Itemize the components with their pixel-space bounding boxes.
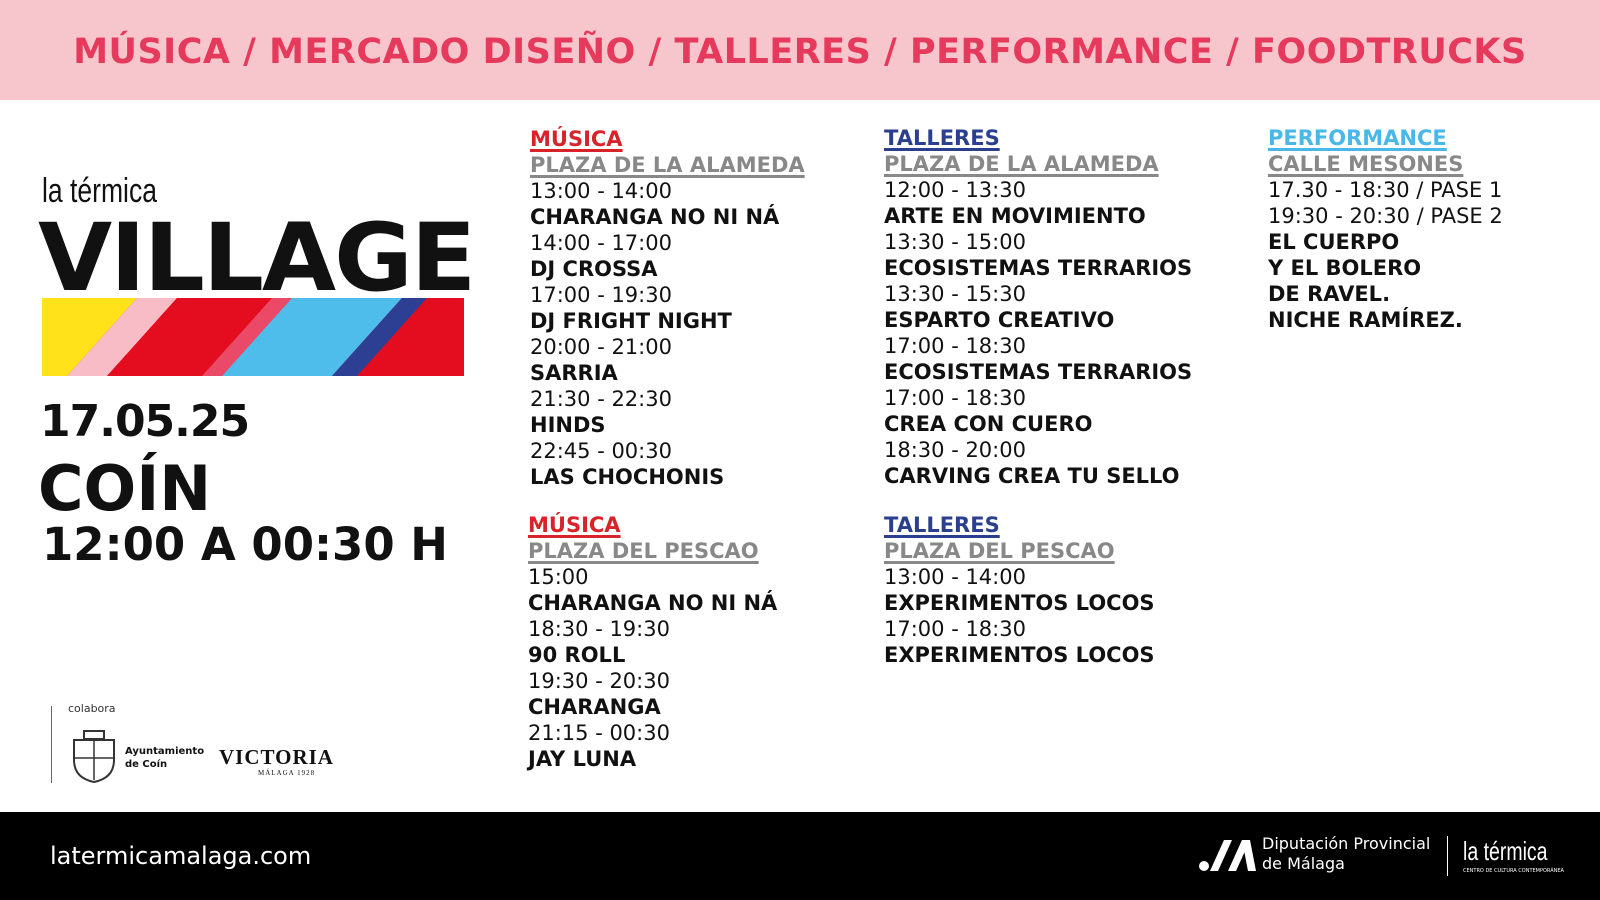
sponsor-ayuntamiento: Ayuntamiento de Coín bbox=[125, 746, 205, 770]
section-heading: MÚSICA bbox=[528, 513, 621, 537]
slot-act: ESPARTO CREATIVO bbox=[884, 308, 1115, 332]
footer-logo-sub: CENTRO DE CULTURA CONTEMPORÁNEA bbox=[1463, 868, 1564, 874]
sponsor-victoria: VICTORIA bbox=[219, 745, 334, 769]
slot-act: ECOSISTEMAS TERRARIOS bbox=[884, 256, 1193, 280]
schedule-section: TALLERES PLAZA DE LA ALAMEDA 12:00 - 13:30… bbox=[884, 125, 1192, 489]
slot-time: 13:30 - 15:30 bbox=[884, 282, 1026, 306]
schedule-section: MÚSICA PLAZA DE LA ALAMEDA 13:00 - 14:00 CH… bbox=[530, 126, 805, 490]
slot-act: CHARANGA NO NI NÁ bbox=[530, 205, 780, 229]
brand: la térmica bbox=[42, 172, 157, 210]
event-hours: 12:00 A 00:30 H bbox=[42, 518, 448, 571]
divider bbox=[1447, 836, 1448, 876]
slot-act: Y EL BOLERO bbox=[1268, 256, 1422, 280]
slot-time: 15:00 bbox=[528, 565, 589, 589]
section-venue: CALLE MESONES bbox=[1268, 152, 1464, 176]
section-heading: TALLERES bbox=[884, 513, 1000, 537]
section-venue: PLAZA DE LA ALAMEDA bbox=[530, 153, 805, 177]
diputacion-icon bbox=[1199, 840, 1256, 871]
slot-act: EXPERIMENTOS LOCOS bbox=[884, 591, 1155, 615]
slot-act: CARVING CREA TU SELLO bbox=[884, 464, 1180, 488]
section-venue: PLAZA DEL PESCAO bbox=[884, 539, 1115, 563]
slot-act: DE RAVEL. bbox=[1268, 282, 1391, 306]
slot-act: DJ FRIGHT NIGHT bbox=[530, 309, 732, 333]
slot-time: 21:30 - 22:30 bbox=[530, 387, 672, 411]
slot-act: JAY LUNA bbox=[528, 747, 637, 771]
event-title: VILLAGE bbox=[38, 204, 476, 313]
schedule-section: TALLERES PLAZA DEL PESCAO 13:00 - 14:00 EXP… bbox=[884, 512, 1155, 668]
banner bbox=[0, 0, 1600, 100]
slot-time: 13:30 - 15:00 bbox=[884, 230, 1026, 254]
slot-time: 19:30 - 20:30 bbox=[528, 669, 670, 693]
event-place: COÍN bbox=[38, 452, 212, 525]
slot-act: NICHE RAMÍREZ. bbox=[1268, 308, 1463, 332]
slot-time: 22:45 - 00:30 bbox=[530, 439, 672, 463]
crest-icon bbox=[73, 730, 115, 784]
slot-act: CREA CON CUERO bbox=[884, 412, 1093, 436]
slot-act: ARTE EN MOVIMIENTO bbox=[884, 204, 1146, 228]
slot-time: 13:00 - 14:00 bbox=[884, 565, 1026, 589]
section-heading: PERFORMANCE bbox=[1268, 126, 1447, 150]
slot-act: EXPERIMENTOS LOCOS bbox=[884, 643, 1155, 667]
slot-time: 18:30 - 20:00 bbox=[884, 438, 1026, 462]
slot-act: ECOSISTEMAS TERRARIOS bbox=[884, 360, 1193, 384]
slot-act: CHARANGA bbox=[528, 695, 661, 719]
footer-url[interactable]: latermicamalaga.com bbox=[50, 842, 312, 870]
footer-diputacion: Diputación Provincial de Málaga bbox=[1262, 834, 1431, 873]
slot-act: EL CUERPO bbox=[1268, 230, 1400, 254]
slot-act: DJ CROSSA bbox=[530, 257, 658, 281]
slot-time: 13:00 - 14:00 bbox=[530, 179, 672, 203]
slot-time: 17.30 - 18:30 / PASE 1 bbox=[1268, 178, 1503, 202]
schedule-section: PERFORMANCE CALLE MESONES 17.30 - 18:30 / … bbox=[1268, 125, 1503, 333]
slot-act: HINDS bbox=[530, 413, 606, 437]
section-heading: MÚSICA bbox=[530, 127, 623, 151]
slot-time: 17:00 - 18:30 bbox=[884, 617, 1026, 641]
slot-act: LAS CHOCHONIS bbox=[530, 465, 725, 489]
sponsor-victoria-sub: MÁLAGA 1928 bbox=[258, 769, 316, 777]
slot-time: 19:30 - 20:30 / PASE 2 bbox=[1268, 204, 1503, 228]
slot-time: 12:00 - 13:30 bbox=[884, 178, 1026, 202]
slot-time: 17:00 - 18:30 bbox=[884, 386, 1026, 410]
schedule-section: MÚSICA PLAZA DEL PESCAO 15:00 CHARANGA NO N… bbox=[528, 512, 777, 772]
section-venue: PLAZA DE LA ALAMEDA bbox=[884, 152, 1159, 176]
slot-act: CHARANGA NO NI NÁ bbox=[528, 591, 778, 615]
slot-time: 20:00 - 21:00 bbox=[530, 335, 672, 359]
banner-text: MÚSICA / MERCADO DISEÑO / TALLERES / PER… bbox=[73, 32, 1527, 72]
event-date: 17.05.25 bbox=[40, 396, 250, 447]
slot-time: 17:00 - 19:30 bbox=[530, 283, 672, 307]
slot-act: SARRIA bbox=[530, 361, 618, 385]
divider bbox=[51, 706, 52, 783]
slot-time: 14:00 - 17:00 bbox=[530, 231, 672, 255]
stripe bbox=[42, 298, 464, 376]
slot-time: 17:00 - 18:30 bbox=[884, 334, 1026, 358]
slot-time: 21:15 - 00:30 bbox=[528, 721, 670, 745]
section-venue: PLAZA DEL PESCAO bbox=[528, 539, 759, 563]
slot-time: 18:30 - 19:30 bbox=[528, 617, 670, 641]
collab-label: colabora bbox=[68, 702, 116, 715]
footer bbox=[0, 812, 1600, 900]
section-heading: TALLERES bbox=[884, 126, 1000, 150]
slot-act: 90 ROLL bbox=[528, 643, 626, 667]
footer-logo: la térmica bbox=[1463, 836, 1548, 866]
